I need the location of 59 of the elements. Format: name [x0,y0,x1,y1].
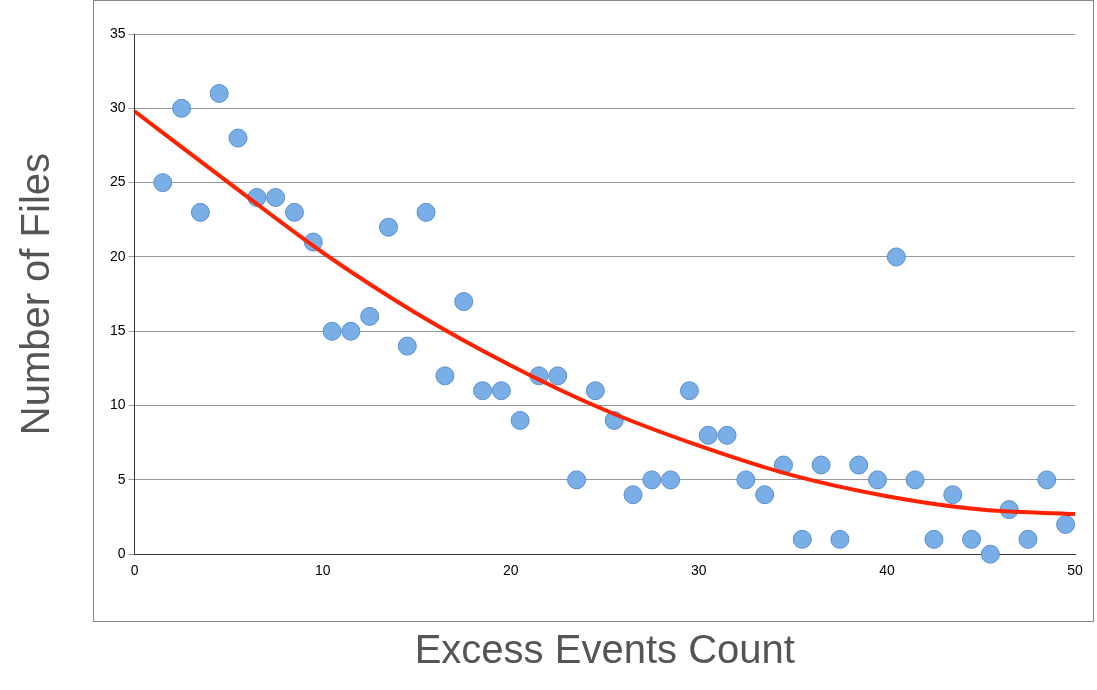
point [868,470,888,490]
point [736,470,756,490]
point [924,529,944,549]
y-tick-label: 25 [109,173,126,190]
point [905,470,925,490]
point [209,83,229,103]
point [228,128,248,148]
point [830,529,850,549]
point [172,98,192,118]
point [849,455,869,475]
point [1056,514,1076,534]
point [623,485,643,505]
point [454,292,474,312]
point [642,470,662,490]
point [322,321,342,341]
point [341,321,361,341]
point [378,217,398,237]
point [792,529,812,549]
x-axis-title: Excess Events Count [414,627,795,672]
point [755,485,775,505]
point [397,336,417,356]
point [717,425,737,445]
point [416,202,436,222]
point [1018,529,1038,549]
point [510,410,530,430]
point [190,202,210,222]
point [886,247,906,267]
x-tick-label: 30 [691,562,707,579]
point [980,544,1000,564]
x-tick-label: 40 [879,562,895,579]
point [284,202,304,222]
point [567,470,587,490]
point [153,173,173,193]
point [962,529,982,549]
point [266,187,286,207]
point [811,455,831,475]
point [679,381,699,401]
y-tick-label: 35 [109,24,126,41]
point [661,470,681,490]
point [548,366,568,386]
y-tick-label: 5 [117,470,126,487]
point [585,381,605,401]
point [435,366,455,386]
point [473,381,493,401]
y-tick-label: 30 [109,99,126,116]
x-tick-label: 20 [502,562,519,579]
y-tick-label: 20 [109,247,126,264]
x-tick-label: 50 [1067,562,1083,579]
y-tick-label: 0 [117,545,126,562]
y-axis-title: Number of Files [13,152,58,436]
x-tick-label: 0 [130,562,139,579]
point [1037,470,1057,490]
point [491,381,511,401]
point [943,485,963,505]
point [360,306,380,326]
x-tick-label: 10 [314,562,331,579]
point [698,425,718,445]
y-tick-label: 10 [109,396,126,413]
y-tick-label: 15 [109,322,126,339]
